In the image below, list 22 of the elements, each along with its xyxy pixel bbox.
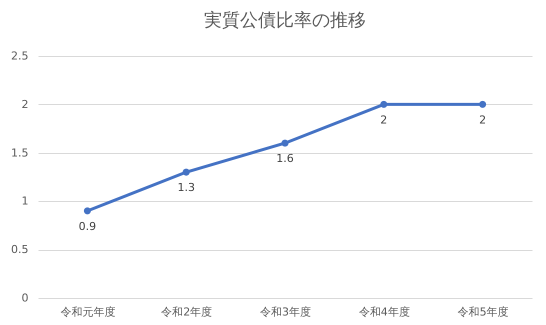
point	[84, 207, 91, 214]
x-tick-label: 令和元年度	[60, 306, 116, 318]
data-label: 2	[479, 113, 486, 126]
x-tick-label: 令和4年度	[358, 306, 410, 318]
y-tick-label: 0	[22, 292, 28, 304]
y-tick-label: 1	[22, 194, 28, 208]
point	[281, 140, 289, 147]
x-tick-label: 令和2年度	[161, 306, 212, 318]
point	[380, 100, 388, 108]
y-tick-label: 0.5	[11, 243, 28, 256]
point	[182, 168, 190, 176]
y-tick-label: 1.5	[11, 146, 28, 160]
x-tick-label: 令和5年度	[458, 306, 509, 318]
data-label: 0.9	[78, 220, 96, 233]
point	[479, 100, 486, 108]
data-label: 2	[380, 113, 388, 126]
data-label: 1.3	[177, 181, 195, 194]
y-tick-label: 2.5	[11, 50, 28, 62]
x-tick-label: 令和3年度	[260, 306, 311, 318]
y-tick-label: 2	[22, 98, 28, 111]
chart-title: 実質公債比率の推移	[204, 10, 366, 31]
data-label: 1.6	[276, 152, 294, 166]
